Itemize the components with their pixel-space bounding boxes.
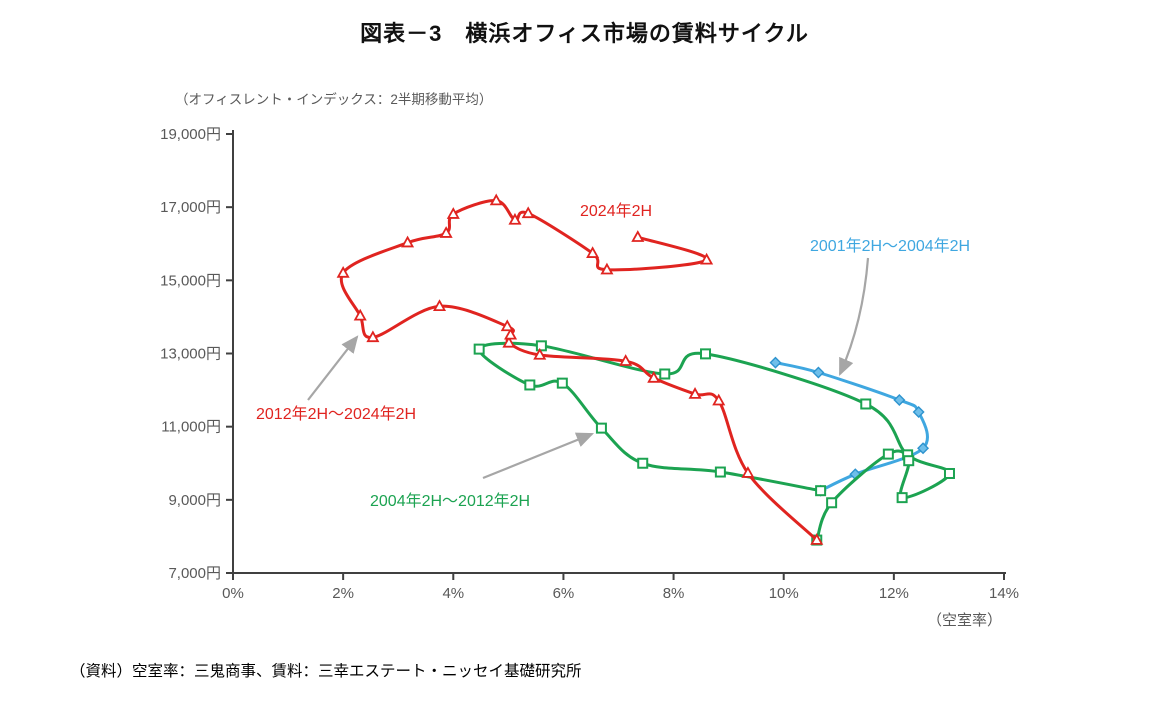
data-point-triangle bbox=[500, 319, 514, 332]
data-point-triangle bbox=[700, 252, 714, 265]
y-tick-label: 17,000円 bbox=[160, 199, 221, 216]
x-tick-label: 0% bbox=[222, 585, 244, 602]
data-point-triangle bbox=[647, 370, 661, 383]
data-point-triangle bbox=[688, 387, 702, 399]
series-label-2024-2h: 2024年2H bbox=[580, 203, 653, 220]
data-point-triangle bbox=[810, 533, 824, 545]
series-label-2004-2012: 2004年2H～2012年2H bbox=[370, 493, 531, 510]
data-point-triangle bbox=[366, 330, 380, 343]
data-point-triangle bbox=[586, 246, 600, 258]
series-line-1 bbox=[477, 341, 951, 542]
data-point-square bbox=[637, 457, 649, 469]
series-label-2012-2024: 2012年2H～2024年2H bbox=[256, 406, 417, 423]
data-point-triangle bbox=[521, 206, 535, 219]
series-line-2 bbox=[339, 199, 819, 542]
data-point-square bbox=[556, 377, 568, 389]
y-tick-label: 11,000円 bbox=[161, 419, 221, 436]
data-point-square bbox=[826, 497, 838, 509]
data-point-triangle bbox=[489, 193, 503, 206]
x-tick-label: 14% bbox=[989, 585, 1019, 602]
data-point-square bbox=[473, 343, 485, 355]
series-label-2001-2004: 2001年2H～2004年2H bbox=[810, 238, 971, 255]
data-point-square bbox=[714, 466, 726, 478]
data-point-square bbox=[535, 340, 547, 352]
data-point-triangle bbox=[432, 299, 447, 312]
y-tick-label: 13,000円 bbox=[160, 346, 221, 363]
data-point-square bbox=[860, 398, 872, 410]
data-point-triangle bbox=[336, 265, 350, 278]
data-point-square bbox=[903, 455, 915, 467]
annotation-arrow bbox=[307, 335, 359, 401]
data-point-triangle bbox=[502, 335, 516, 348]
y-tick-label: 9,000円 bbox=[168, 492, 221, 509]
data-point-square bbox=[896, 492, 908, 504]
x-tick-label: 12% bbox=[879, 585, 909, 602]
chart-title: 図表－3 横浜オフィス市場の賃料サイクル bbox=[360, 21, 809, 46]
x-tick-label: 10% bbox=[769, 585, 799, 602]
data-point-triangle bbox=[401, 235, 415, 248]
data-point-diamond bbox=[769, 356, 782, 369]
data-point-triangle bbox=[439, 226, 453, 238]
x-tick-label: 8% bbox=[663, 585, 685, 602]
series-line-0 bbox=[774, 361, 929, 493]
data-point-triangle bbox=[504, 327, 518, 340]
annotation-arrow bbox=[482, 432, 595, 480]
y-tick-label: 7,000円 bbox=[168, 565, 221, 582]
data-point-triangle bbox=[619, 354, 633, 366]
chart-subtitle: （オフィスレント・インデックス：2半期移動平均） bbox=[175, 92, 493, 107]
data-point-square bbox=[943, 467, 955, 479]
data-point-triangle bbox=[533, 347, 547, 360]
data-point-square bbox=[659, 368, 671, 380]
x-tick-label: 4% bbox=[442, 585, 464, 602]
x-axis-unit-label: （空室率） bbox=[927, 612, 1002, 629]
x-tick-label: 2% bbox=[332, 585, 354, 602]
annotation-arrow bbox=[838, 257, 870, 377]
data-point-diamond bbox=[812, 366, 825, 379]
data-point-square bbox=[700, 348, 712, 360]
data-point-triangle bbox=[631, 230, 645, 242]
data-point-square bbox=[815, 485, 827, 497]
data-point-triangle bbox=[446, 207, 460, 219]
data-point-square bbox=[524, 379, 536, 391]
x-tick-label: 6% bbox=[553, 585, 575, 602]
data-point-square bbox=[882, 448, 894, 460]
data-point-triangle bbox=[600, 262, 614, 275]
data-point-triangle bbox=[508, 212, 522, 225]
data-point-diamond bbox=[893, 393, 906, 406]
data-point-triangle bbox=[712, 393, 726, 406]
data-point-triangle bbox=[741, 466, 755, 478]
source-note: （資料）空室率：三鬼商事、賃料：三幸エステート・ニッセイ基礎研究所 bbox=[70, 663, 582, 680]
data-point-square bbox=[595, 422, 607, 434]
y-tick-label: 15,000円 bbox=[160, 272, 221, 289]
y-tick-label: 19,000円 bbox=[160, 126, 221, 143]
data-point-triangle bbox=[353, 308, 367, 321]
data-point-diamond bbox=[917, 442, 930, 455]
data-point-diamond bbox=[912, 406, 925, 419]
